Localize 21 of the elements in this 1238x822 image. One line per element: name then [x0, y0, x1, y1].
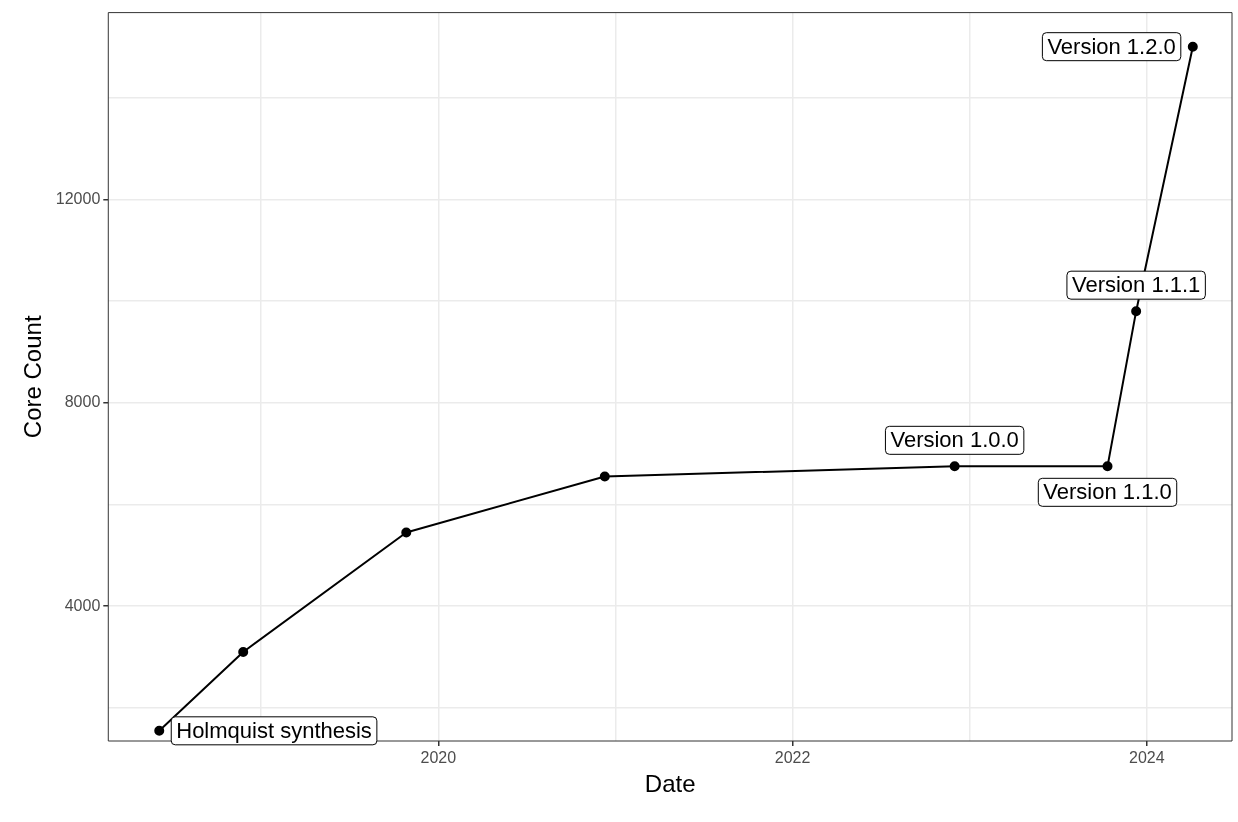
- point: [401, 527, 412, 538]
- annotation: Version 1.1.1: [1071, 272, 1201, 298]
- annotation: Version 1.2.0: [1047, 33, 1176, 59]
- x-tick-label: 2024: [1129, 749, 1165, 767]
- point: [1102, 461, 1113, 472]
- y-tick-label: 8000: [64, 393, 101, 411]
- y-tick-label: 12000: [55, 189, 101, 207]
- annotation: Version 1.0.0: [890, 427, 1019, 453]
- point: [1187, 41, 1198, 52]
- point: [599, 471, 610, 482]
- y-tick-label: 4000: [64, 596, 101, 614]
- point: [154, 725, 165, 736]
- x-tick-label: 2020: [420, 749, 457, 767]
- annotation: Version 1.1.0: [1043, 479, 1172, 505]
- annotation: Holmquist synthesis: [176, 717, 372, 743]
- x-tick-label: 2022: [774, 749, 811, 767]
- point: [949, 461, 960, 472]
- point: [1131, 306, 1142, 317]
- x-axis-title: Date: [644, 770, 696, 798]
- point: [238, 646, 249, 657]
- y-axis-title: Core Count: [19, 315, 47, 439]
